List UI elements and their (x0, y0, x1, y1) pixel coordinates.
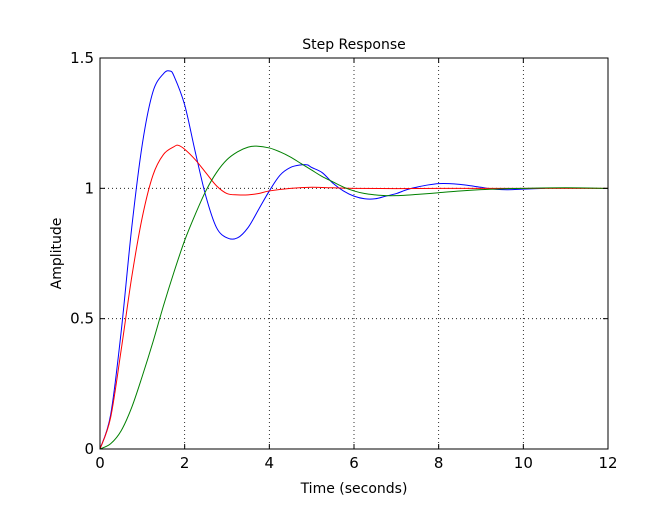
x-axis-label: Time (seconds) (300, 481, 408, 497)
x-tick-label: 0 (95, 454, 105, 472)
x-tick-label: 8 (434, 454, 444, 472)
x-tick-label: 2 (180, 454, 190, 472)
series-line-0 (99, 70, 545, 450)
x-tick-label: 12 (598, 454, 617, 472)
y-tick-label: 0.5 (70, 310, 94, 328)
y-tick-label: 1.5 (70, 49, 94, 67)
x-tick-label: 10 (514, 454, 533, 472)
grid-layer (100, 58, 608, 449)
series-line-1 (99, 144, 608, 450)
tick-layer: 0 2 4 6 8 10 12 0 0.5 1 1.5 (70, 49, 617, 472)
y-axis-label: Amplitude (49, 218, 65, 290)
chart-title: Step Response (302, 37, 406, 53)
x-tick-label: 4 (265, 454, 275, 472)
series-layer (99, 70, 609, 450)
y-tick-label: 1 (84, 179, 94, 197)
series-line-2 (99, 145, 609, 450)
x-tick-label: 6 (349, 454, 359, 472)
y-tick-label: 0 (84, 440, 94, 458)
